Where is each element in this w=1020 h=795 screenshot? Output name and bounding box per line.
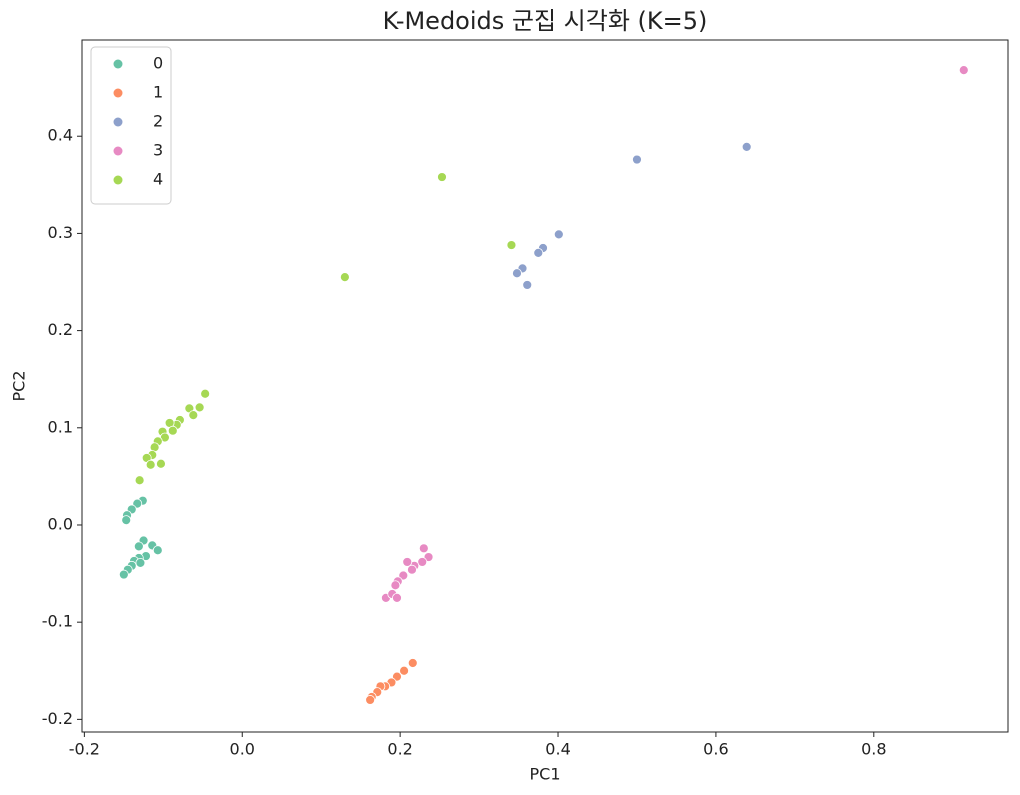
- legend-marker: [113, 146, 123, 156]
- point: [958, 65, 969, 76]
- point: [134, 475, 145, 486]
- point: [145, 459, 156, 470]
- point: [152, 545, 163, 556]
- x-tick-label: -0.2: [69, 740, 100, 759]
- point: [418, 543, 429, 554]
- x-tick-label: 0.4: [545, 740, 570, 759]
- y-tick-label: 0.0: [48, 514, 73, 533]
- point: [417, 557, 428, 567]
- point: [512, 268, 522, 279]
- y-tick-label: -0.1: [42, 612, 73, 631]
- y-tick-label: 0.2: [48, 320, 73, 339]
- point: [156, 458, 166, 469]
- point: [402, 557, 413, 567]
- point: [194, 402, 205, 413]
- y-axis-label: PC2: [10, 371, 29, 402]
- legend-marker: [113, 175, 123, 185]
- point: [390, 580, 401, 591]
- y-tick-label: 0.3: [48, 223, 73, 242]
- legend-label: 2: [153, 112, 163, 131]
- point: [533, 247, 544, 258]
- legend-label: 4: [153, 170, 163, 189]
- point: [553, 229, 564, 240]
- chart-title: K-Medoids 군집 시각화 (K=5): [383, 7, 708, 35]
- point: [339, 272, 350, 283]
- legend-label: 1: [153, 83, 163, 102]
- point: [121, 515, 132, 526]
- x-tick-label: 0.2: [387, 740, 412, 759]
- x-tick-label: 0.0: [230, 740, 255, 759]
- point: [407, 658, 418, 668]
- point: [407, 564, 417, 575]
- point: [200, 388, 211, 399]
- point: [392, 592, 402, 603]
- y-tick-label: -0.2: [42, 709, 73, 728]
- x-axis-label: PC1: [530, 765, 561, 784]
- point: [133, 541, 144, 552]
- point: [506, 240, 517, 250]
- y-tick-label: 0.4: [48, 126, 73, 145]
- legend-box: [90, 46, 172, 205]
- x-tick-label: 0.8: [861, 740, 886, 759]
- point: [437, 172, 447, 182]
- legend-marker: [113, 59, 123, 69]
- point: [632, 154, 642, 165]
- point: [118, 569, 129, 580]
- point: [365, 695, 376, 705]
- point: [741, 142, 752, 152]
- legend-label: 3: [153, 141, 163, 160]
- point: [399, 665, 409, 676]
- legend-marker: [113, 88, 123, 98]
- x-tick-label: 0.6: [703, 740, 728, 759]
- legend-label: 0: [153, 54, 163, 73]
- point: [135, 557, 146, 568]
- point: [167, 425, 178, 436]
- plot-frame: [81, 39, 1009, 733]
- point: [188, 410, 199, 421]
- point: [522, 280, 533, 290]
- legend-marker: [113, 117, 123, 127]
- y-tick-label: 0.1: [48, 417, 73, 436]
